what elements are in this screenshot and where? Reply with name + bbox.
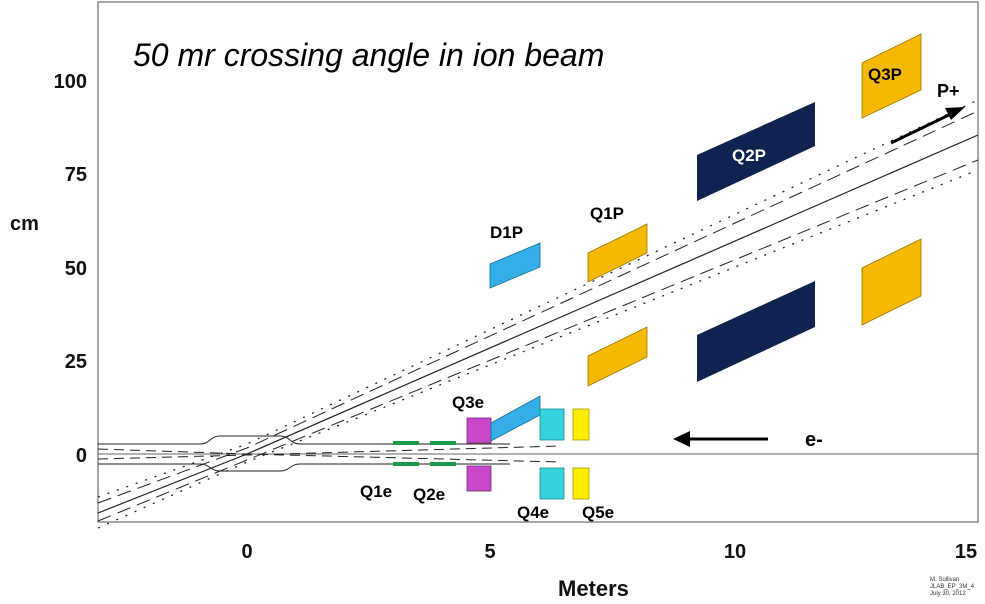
ion-beam-label: P+ (937, 81, 960, 101)
y-axis-label: cm (10, 213, 39, 235)
magnet-q5e-upper (572, 408, 590, 441)
magnet-q4e-lower (539, 467, 565, 500)
magnet-q2p-upper (697, 102, 815, 201)
magnet-q2e-upper (430, 441, 456, 445)
magnet-q3e-lower (466, 465, 492, 492)
electron-beam-dashed (97, 448, 561, 463)
ion-outer-upper (97, 99, 979, 498)
plot-frame (97, 1, 979, 523)
label-d1p: D1P (490, 223, 523, 242)
electron-beam-label: e- (805, 429, 823, 451)
magnet-q1p-upper (587, 223, 648, 283)
diagram-title: 50 mr crossing angle in ion beam (133, 37, 604, 73)
electron-magnets: Q1e Q2e Q3e Q4e Q5e (360, 393, 614, 522)
ion-direction-arrow (890, 110, 956, 145)
y-tick-100: 100 (54, 71, 87, 93)
label-q1p: Q1P (590, 204, 624, 223)
credit-line-3: July 30, 2012 (930, 591, 966, 597)
magnet-q3p-lower (861, 238, 922, 326)
label-q1e: Q1e (360, 482, 392, 501)
ion-outer-lower (97, 169, 979, 529)
ion-beam-centerline (97, 134, 979, 514)
ion-envelope-upper (97, 110, 979, 504)
ion-magnets: D1P Q1P Q2P Q3P (489, 33, 922, 387)
label-q3e: Q3e (452, 393, 484, 412)
magnet-q4e-upper (539, 408, 565, 441)
x-tick-10: 10 (724, 541, 746, 563)
magnet-q1e-lower (393, 462, 419, 466)
label-q2p: Q2P (732, 146, 766, 165)
ion-envelope-lower (97, 159, 979, 522)
magnet-q3e-upper (466, 417, 492, 444)
electron-pipe-lower (98, 463, 510, 472)
magnet-q1p-lower (587, 326, 648, 387)
x-tick-5: 5 (484, 541, 495, 563)
y-tick-25: 25 (65, 351, 87, 373)
electron-beam-dashed-2 (97, 445, 561, 460)
direction-indicators: P+ e- (673, 81, 965, 451)
magnet-q5e-lower (572, 467, 590, 500)
magnet-d1p (489, 242, 541, 289)
y-tick-50: 50 (65, 258, 87, 280)
y-tick-0: 0 (76, 445, 87, 467)
label-q3p: Q3P (868, 65, 902, 84)
x-tick-labels: 0 5 10 15 (241, 541, 977, 563)
electron-arrowhead (673, 431, 690, 447)
y-tick-75: 75 (65, 164, 87, 186)
magnet-q3p-upper (861, 33, 922, 119)
x-tick-15: 15 (955, 541, 977, 563)
magnet-q3e-dipole (490, 395, 541, 442)
beam-trajectories (97, 99, 979, 529)
electron-pipe-upper (98, 435, 510, 445)
magnet-q1e-upper (393, 441, 419, 445)
credit-line-2: JLAB_EP_3M_4 (930, 584, 975, 590)
x-axis-label: Meters (558, 576, 629, 601)
label-q5e: Q5e (582, 503, 614, 522)
credit-note: M. Sullivan JLAB_EP_3M_4 July 30, 2012 (930, 577, 975, 597)
x-tick-0: 0 (241, 541, 252, 563)
label-q4e: Q4e (517, 503, 549, 522)
magnet-q2e-lower (430, 462, 456, 466)
label-q2e: Q2e (413, 485, 445, 504)
y-tick-labels: 100 75 50 25 0 (54, 71, 87, 467)
credit-line-1: M. Sullivan (930, 577, 959, 583)
ion-arrowhead (945, 107, 965, 120)
magnet-q2p-lower (697, 281, 815, 382)
